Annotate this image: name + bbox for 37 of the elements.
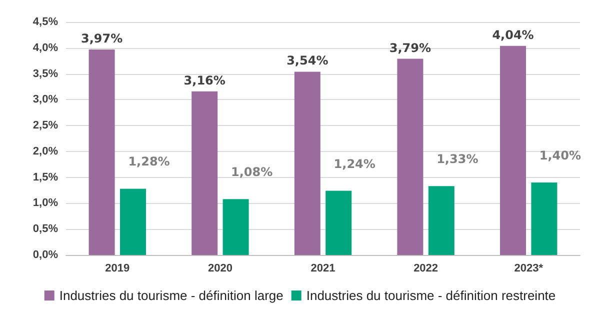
y-tick-label: 4,5% (32, 16, 58, 28)
y-tick-label: 2,0% (32, 145, 58, 158)
bar (120, 188, 146, 255)
data-label: 3,54% (286, 54, 328, 68)
x-tick-label: 2019 (105, 262, 130, 274)
data-label: 3,97% (80, 31, 123, 46)
bar (428, 186, 454, 255)
bar (500, 46, 526, 255)
data-label: 1,08% (230, 165, 273, 180)
bar (397, 58, 424, 255)
legend-label: Industries du tourisme - définition restreinte (306, 288, 556, 303)
data-label: 1,33% (436, 152, 478, 166)
y-tick-label: 0,0% (32, 249, 58, 261)
bar (192, 91, 218, 255)
y-tick-label: 4,0% (32, 42, 58, 54)
x-tick-label: 2023* (514, 262, 544, 274)
y-tick-label: 1,0% (32, 197, 58, 210)
bar (326, 190, 352, 255)
data-label: 4,04% (492, 28, 534, 42)
data-label: 1,40% (539, 148, 582, 163)
data-label: 1,28% (128, 154, 170, 169)
bar (222, 199, 249, 255)
x-tick-label: 2021 (310, 262, 336, 274)
y-tick-label: 1,5% (32, 171, 58, 184)
data-label: 3,16% (184, 73, 226, 88)
x-tick-label: 2022 (414, 262, 438, 274)
legend-label: Industries du tourisme - définition large (59, 288, 284, 303)
data-label: 3,79% (389, 40, 432, 55)
x-tick-label: 2020 (208, 262, 232, 274)
y-tick-label: 3,5% (32, 68, 58, 80)
y-tick-label: 0,5% (32, 223, 58, 236)
data-label: 1,24% (334, 156, 376, 171)
bar (88, 49, 115, 255)
y-tick-label: 3,0% (32, 94, 58, 106)
bar (531, 182, 558, 255)
bar (294, 72, 320, 255)
y-tick-label: 2,5% (32, 120, 58, 132)
